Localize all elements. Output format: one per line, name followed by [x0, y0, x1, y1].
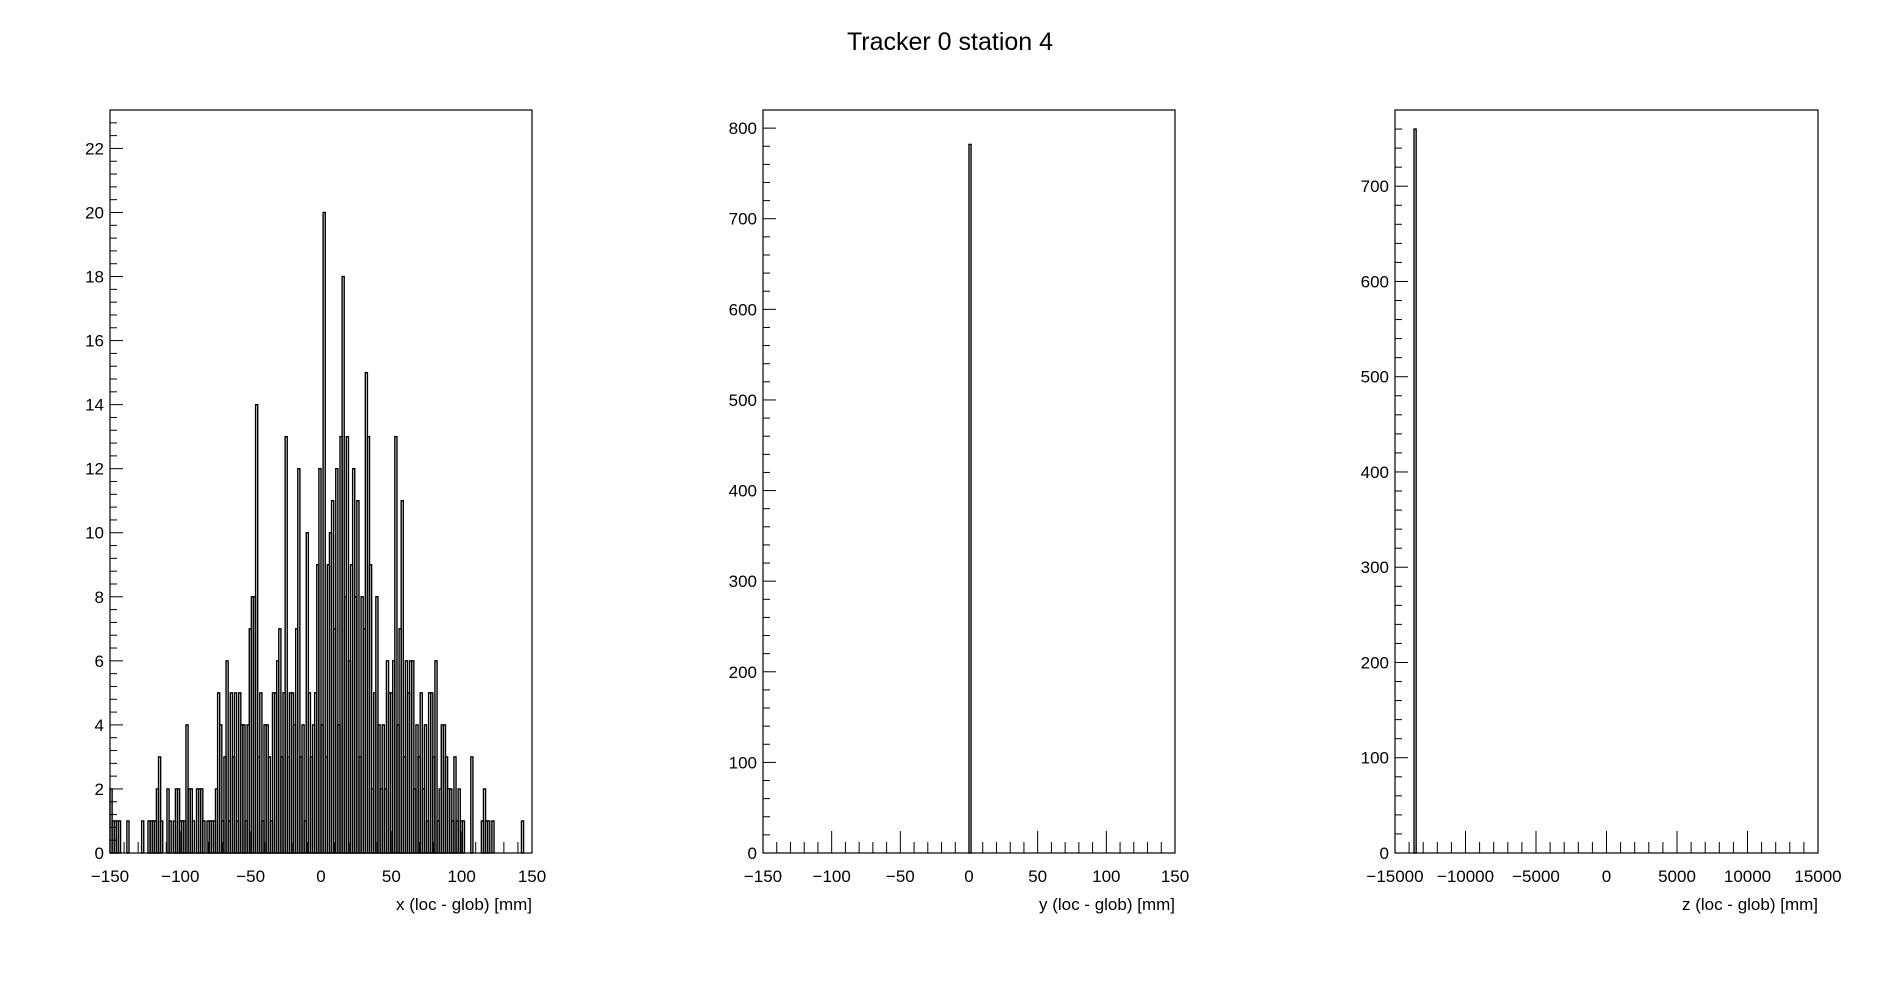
y-tick-label: 6: [95, 652, 104, 671]
histogram-panel-3: 0 100 200 300 400 500 600 700 −15000 −10000 −5000 0…: [1361, 109, 1842, 914]
x-tick-label: −15000: [1366, 867, 1423, 886]
y-tick-label: 20: [85, 203, 104, 222]
y-tick-label: 500: [1361, 368, 1389, 387]
histogram-bin: [202, 820, 206, 854]
histogram-bin: [159, 820, 164, 854]
y-tick-label: 0: [748, 844, 757, 863]
y-tick-label: 8: [95, 588, 104, 607]
x-tick-label: 15000: [1794, 867, 1841, 886]
x-tick-label: 10000: [1724, 867, 1771, 886]
y-tick-label: 300: [1361, 558, 1389, 577]
y-tick-label: 0: [95, 844, 104, 863]
figure-title: Tracker 0 station 4: [846, 28, 1054, 56]
histogram-bin: [168, 820, 172, 854]
x-axis-label: y (loc - glob) [mm]: [1039, 895, 1175, 914]
plot-frame: [1394, 109, 1819, 854]
histogram-panel-2: 0 100 200 300 400 500 600 700 800 −150 −100 −50 0 50 1…: [729, 109, 1189, 914]
x-tick-label: 0: [964, 867, 973, 886]
y-tick-label: 22: [85, 139, 104, 158]
y-tick-label: 500: [729, 391, 757, 410]
histogram-bin: [491, 820, 495, 854]
x-tick-label: 0: [316, 867, 325, 886]
histogram-bin: [968, 143, 972, 854]
histogram-bin: [117, 820, 122, 854]
x-tick-label: −150: [91, 867, 129, 886]
y-tick-label: 400: [1361, 463, 1389, 482]
x-tick-label: 100: [1092, 867, 1120, 886]
x-tick-label: 0: [1602, 867, 1611, 886]
y-tick-label: 100: [729, 753, 757, 772]
y-tick-label: 700: [729, 210, 757, 229]
x-tick-label: −5000: [1512, 867, 1560, 886]
y-tick-label: 14: [85, 396, 104, 415]
x-axis-label: z (loc - glob) [mm]: [1682, 895, 1818, 914]
y-tick-label: 400: [729, 482, 757, 501]
y-tick-label: 10: [85, 524, 104, 543]
x-tick-label: 150: [518, 867, 546, 886]
x-tick-label: −150: [744, 867, 782, 886]
x-tick-label: −100: [161, 867, 199, 886]
x-tick-label: −50: [236, 867, 265, 886]
x-tick-label: −10000: [1437, 867, 1494, 886]
histogram-bin: [470, 756, 474, 854]
histogram-panel-1: 0 2 4 6 8 10 12 14 16 18 20 22 −150 −100 −50 0 50 100 150 x…: [85, 109, 546, 914]
x-tick-label: 50: [1028, 867, 1047, 886]
x-tick-label: −50: [886, 867, 915, 886]
y-tick-label: 200: [1361, 653, 1389, 672]
y-tick-label: 12: [85, 460, 104, 479]
y-tick-label: 300: [729, 572, 757, 591]
x-tick-label: 5000: [1658, 867, 1696, 886]
y-tick-label: 4: [95, 716, 104, 735]
x-tick-label: 100: [447, 867, 475, 886]
histogram-bin: [1413, 128, 1417, 854]
x-tick-label: 50: [382, 867, 401, 886]
y-tick-label: 0: [1380, 844, 1389, 863]
y-tick-label: 2: [95, 780, 104, 799]
y-tick-label: 200: [729, 663, 757, 682]
y-tick-label: 18: [85, 268, 104, 287]
y-tick-label: 800: [729, 119, 757, 138]
histogram-bin: [140, 820, 145, 854]
x-tick-label: −100: [813, 867, 851, 886]
y-tick-label: 700: [1361, 177, 1389, 196]
histogram-bin: [126, 820, 130, 854]
histogram-bin: [461, 820, 466, 854]
histogram-bin: [520, 820, 525, 854]
y-tick-label: 16: [85, 332, 104, 351]
y-tick-label: 600: [729, 300, 757, 319]
y-tick-label: 100: [1361, 749, 1389, 768]
x-axis-label: x (loc - glob) [mm]: [396, 895, 532, 914]
y-tick-label: 600: [1361, 272, 1389, 291]
x-tick-label: 150: [1161, 867, 1189, 886]
